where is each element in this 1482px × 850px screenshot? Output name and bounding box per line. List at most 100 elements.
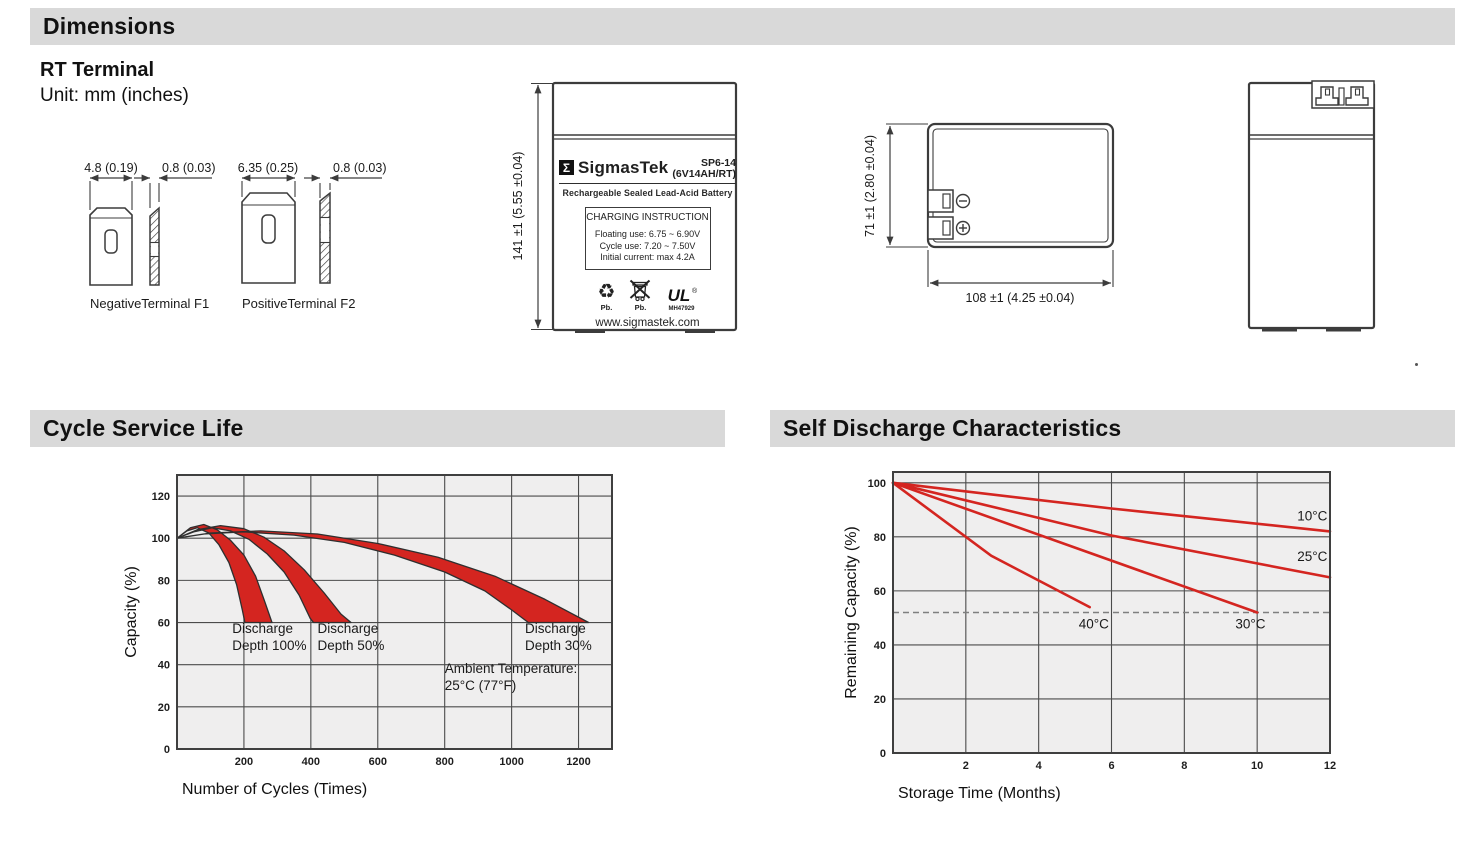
y-tick-label: 20 [874,694,886,706]
crossed-bin-icon [630,279,651,301]
battery-front-outline: 141 ±1 (5.55 ±0.04) [511,81,738,333]
f2-slot [261,214,276,244]
series-label: 30°C [1235,617,1265,632]
discharge-band [176,530,590,624]
x-tick-label: 6 [1108,760,1114,772]
charging-instruction-title: CHARGING INSTRUCTION [586,212,709,223]
y-tick-label: 120 [152,491,170,503]
f2-caption: PositiveTerminal F2 [242,296,355,311]
plot-frame [176,474,613,750]
f2-thickness-dimension: 0.8 (0.03) [333,161,387,175]
chart-annotation: Ambient Temperature: 25°C (77°F) [445,661,578,693]
y-tick-label: 60 [158,618,170,630]
cycle-service-life-title: Cycle Service Life [43,415,244,441]
y-tick-label: 100 [152,533,170,545]
x-axis-label: Storage Time (Months) [898,785,1061,802]
series-label: 25°C [1297,549,1327,564]
self-discharge-chart: 2 4 6 8 10 12 0 20 40 60 80 100 10°C 25°C 30°C 40°C Stor… [843,471,1336,802]
discharge-band [176,523,273,624]
ul-letters: UL [668,286,691,305]
f1-front-face [89,207,133,286]
website-url: www.sigmastek.com [595,316,700,329]
battery-type-subtitle: Rechargeable Sealed Lead-Acid Battery [562,188,733,198]
y-tick-label: 40 [874,640,886,652]
side-terminal-2 [1345,86,1369,106]
chart-annotation: Discharge Depth 100% [232,621,306,653]
minus-symbol-icon [955,193,971,209]
battery-side-body [1247,81,1376,330]
series-label: 10°C [1297,509,1327,524]
x-tick-label: 400 [302,756,320,768]
f1-caption: NegativeTerminal F1 [90,296,209,311]
x-tick-label: 12 [1324,760,1336,772]
plot-frame [892,471,1331,754]
top-view-terminal-neg [927,189,954,213]
f2-width-dimension: 6.35 (0.25) [238,161,298,175]
x-tick-label: 200 [235,756,253,768]
stray-dot [1415,363,1418,366]
x-tick-label: 2 [963,760,969,772]
top-view-terminal-pos [927,216,954,240]
battery-top-body [926,122,1115,249]
x-tick-label: 4 [1036,760,1043,772]
charging-initial-current: Initial current: max 4.2A [600,252,695,262]
ul-mark-icon: UL ® [668,286,698,305]
model-spec: (6V14AH/RT) [672,167,736,180]
f1-thickness-dimension: 0.8 (0.03) [162,161,216,175]
chart-annotation: Discharge Depth 50% [318,621,385,653]
charging-instruction-box: CHARGING INSTRUCTION Floating use: 6.75 … [584,207,711,270]
f2-front-face [241,192,296,284]
y-tick-label: 60 [874,586,886,598]
dimensions-section-bar: Dimensions [30,8,1455,45]
model-number: SP6-14 [700,157,736,169]
front-height-dimension: 141 ±1 (5.55 ±0.04) [511,152,525,261]
self-discharge-title: Self Discharge Characteristics [783,415,1122,441]
x-axis-label: Number of Cycles (Times) [182,781,367,798]
charging-cycle-use: Cycle use: 7.20 ~ 7.50V [599,240,696,251]
series-label: 40°C [1079,617,1109,632]
sigma-logo-icon: Σ [559,160,574,175]
y-tick-label: 100 [868,478,886,490]
chart-annotation: Discharge Depth 30% [525,621,592,653]
terminal-drawings: 4.8 (0.19) 0.8 (0.03) NegativeTerminal F… [84,161,387,311]
f1-slot [104,229,118,254]
series-line [891,481,1259,614]
negative-terminal-f1-drawing: 4.8 (0.19) 0.8 (0.03) NegativeTerminal F… [84,161,215,311]
cycle-service-life-chart: 200 400 600 800 1000 1200 0 20 40 60 80 100 120 Disch… [123,474,613,798]
cycle-service-life-bar: Cycle Service Life [30,410,725,447]
series-line [891,481,1091,609]
y-axis-label: Capacity (%) [123,566,140,658]
y-tick-label: 0 [880,748,886,760]
x-tick-label: 600 [369,756,387,768]
x-tick-label: 800 [436,756,454,768]
unit-label: Unit: mm (inches) [40,85,189,106]
ul-registered-mark: ® [692,287,698,295]
top-width-dimension: 108 ±1 (4.25 ±0.04) [966,291,1075,305]
battery-front-view: 141 ±1 (5.55 ±0.04) Σ SigmasTek SP6-14 (… [505,80,755,350]
y-tick-label: 80 [874,532,886,544]
series-line [891,481,1332,579]
brand-name: SigmasTek [578,158,669,177]
battery-label: Σ SigmasTek SP6-14 (6V14AH/RT) Rechargea… [559,158,736,329]
f1-width-dimension: 4.8 (0.19) [84,161,138,175]
plus-symbol-icon [955,220,971,236]
pb-bin-label: Pb. [634,302,647,312]
dimensions-section-title: Dimensions [43,13,176,39]
x-tick-label: 10 [1251,760,1263,772]
rt-terminal-title: RT Terminal [40,59,155,81]
y-tick-label: 80 [158,575,170,587]
y-tick-label: 40 [158,660,170,672]
top-height-dimension: 71 ±1 (2.80 ±0.04) [863,135,877,237]
self-discharge-bar: Self Discharge Characteristics [770,410,1455,447]
x-tick-label: 1200 [566,756,590,768]
y-tick-label: 0 [164,744,170,756]
pb-recycle-label: Pb. [600,302,613,312]
side-terminal-1 [1315,86,1339,106]
y-tick-label: 20 [158,702,170,714]
compliance-icons-row: ♻ Pb. Pb. [559,278,736,312]
x-tick-label: 1000 [499,756,523,768]
battery-front-body [551,81,738,332]
x-tick-label: 8 [1181,760,1187,772]
positive-terminal-f2-drawing: 6.35 (0.25) 0.8 (0.03) PositiveTerminal … [238,161,387,311]
